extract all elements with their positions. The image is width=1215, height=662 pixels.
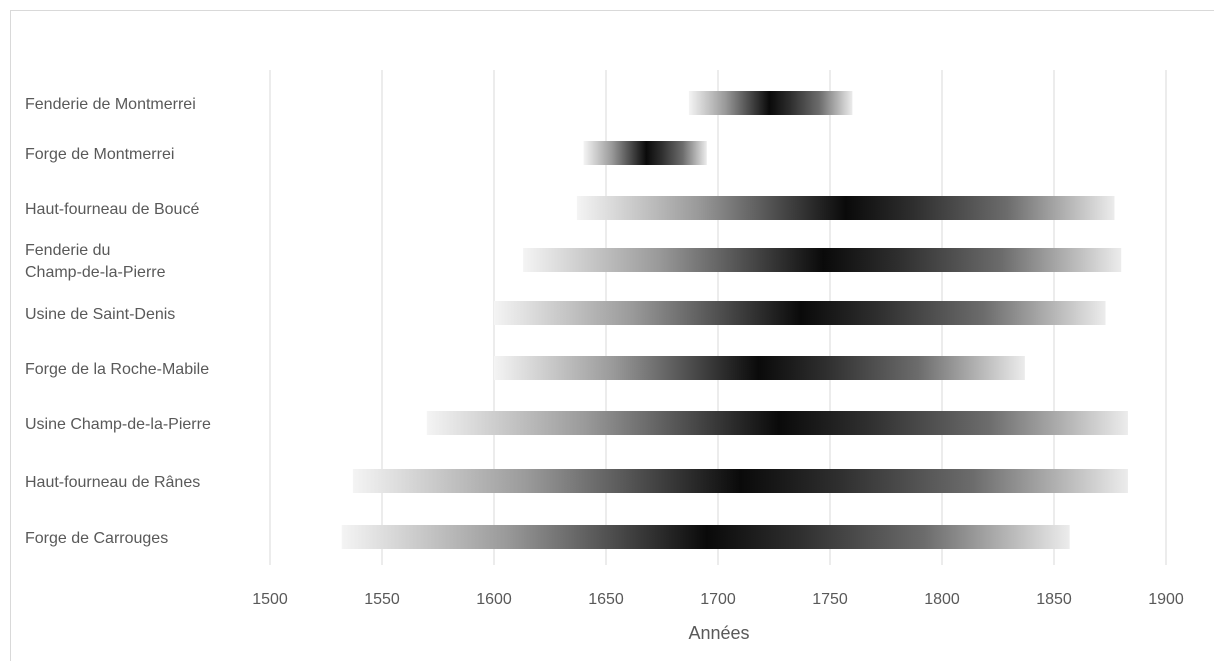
bar-8	[352, 469, 1128, 493]
x-axis-title: Années	[688, 623, 749, 643]
x-tick-labels: 1500 1550 1600 1650 1700 1750 1800 1850 1900	[252, 591, 1184, 608]
bar-1	[688, 91, 853, 115]
category-label-8: Haut-fourneau de Rânes	[25, 474, 200, 491]
x-tick-label-1800: 1800	[924, 591, 960, 608]
category-labels: Fenderie de Montmerrei Forge de Montmerre…	[25, 96, 211, 547]
bar-5	[494, 301, 1106, 325]
x-tick-label-1850: 1850	[1036, 591, 1072, 608]
x-tick-label-1900: 1900	[1148, 591, 1184, 608]
x-tick-label-1600: 1600	[476, 591, 512, 608]
bar-6	[494, 356, 1025, 380]
bar-3	[576, 196, 1115, 220]
chart-frame	[10, 10, 1214, 661]
category-label-1: Fenderie de Montmerrei	[25, 96, 196, 113]
category-label-4-line-2: Champ-de-la-Pierre	[25, 264, 166, 281]
x-tick-label-1550: 1550	[364, 591, 400, 608]
bar-9	[341, 525, 1070, 549]
category-label-4-line-1: Fenderie du	[25, 242, 110, 259]
bar-4	[523, 248, 1122, 272]
category-label-5: Usine de Saint-Denis	[25, 306, 175, 323]
category-label-2: Forge de Montmerrei	[25, 146, 174, 163]
x-tick-label-1750: 1750	[812, 591, 848, 608]
bar-7	[426, 411, 1128, 435]
category-label-9: Forge de Carrouges	[25, 530, 168, 547]
bars	[341, 91, 1128, 549]
x-tick-label-1500: 1500	[252, 591, 288, 608]
category-label-3: Haut-fourneau de Boucé	[25, 201, 199, 218]
bar-2	[583, 141, 707, 165]
x-tick-label-1700: 1700	[700, 591, 736, 608]
category-label-6: Forge de la Roche-Mabile	[25, 361, 209, 378]
category-label-7: Usine Champ-de-la-Pierre	[25, 416, 211, 433]
x-tick-label-1650: 1650	[588, 591, 624, 608]
